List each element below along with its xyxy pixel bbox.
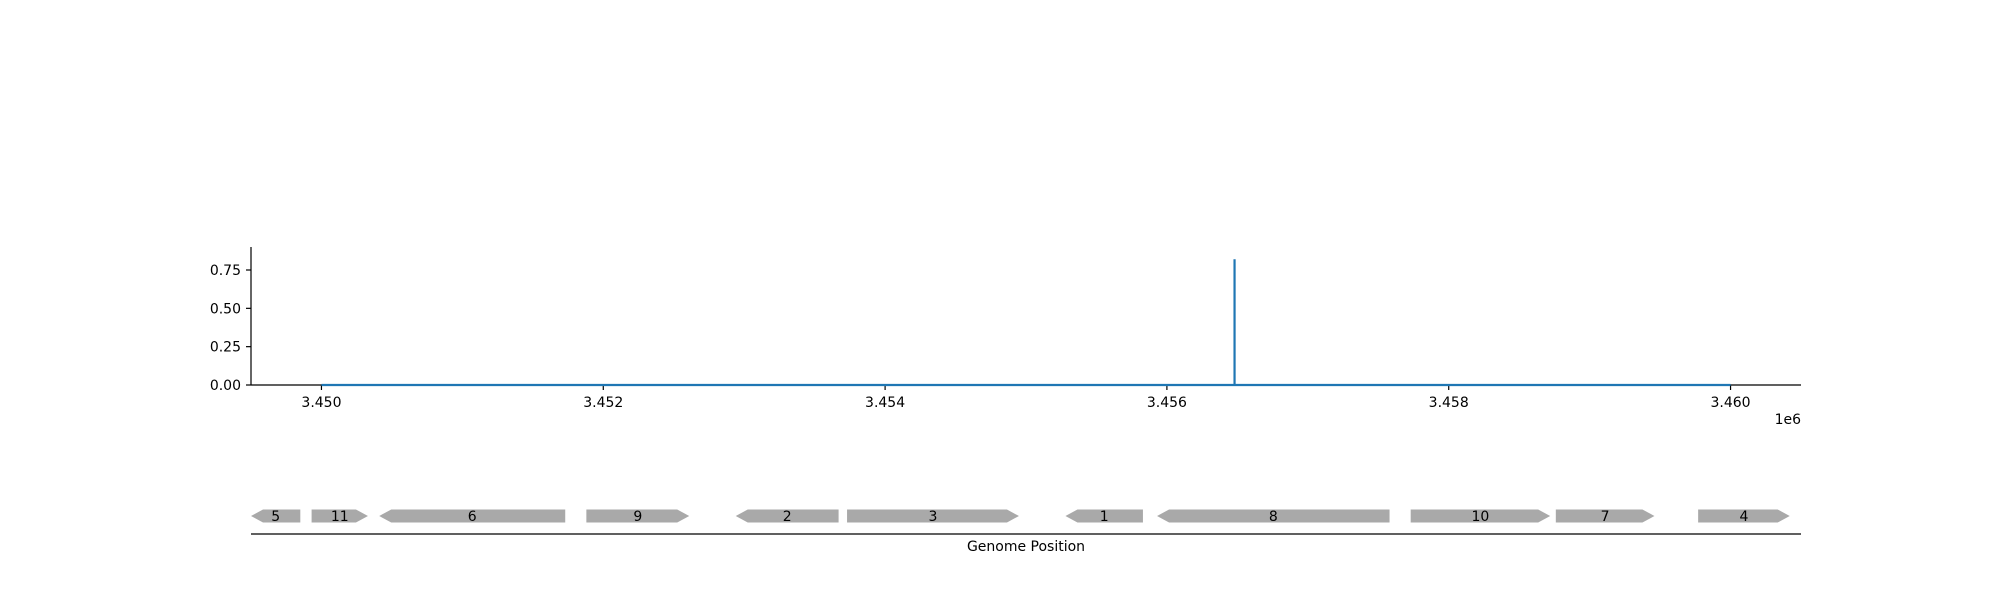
y-tick-label: 0.50 xyxy=(210,301,241,317)
x-tick-label: 3.450 xyxy=(301,395,341,411)
gene-label: 2 xyxy=(783,509,792,525)
gene-arrow xyxy=(1065,509,1143,523)
gene-arrow xyxy=(586,509,690,523)
gene-arrow xyxy=(1698,509,1790,523)
y-tick-label: 0.75 xyxy=(210,263,241,279)
gene-arrow xyxy=(1410,509,1551,523)
gene-label: 8 xyxy=(1269,509,1278,525)
gene-arrow xyxy=(379,509,566,523)
gene-label: 7 xyxy=(1601,509,1610,525)
gene-label: 11 xyxy=(331,509,349,525)
x-tick-label: 3.458 xyxy=(1429,395,1469,411)
gene-label: 3 xyxy=(929,509,938,525)
gene-label: 1 xyxy=(1100,509,1109,525)
coverage-line xyxy=(321,259,1731,387)
gene-arrow xyxy=(1555,509,1655,523)
x-offset-label: 1e6 xyxy=(1775,412,1802,428)
x-axis-label: Genome Position xyxy=(967,539,1085,555)
x-tick-label: 3.456 xyxy=(1147,395,1187,411)
gene-arrow xyxy=(847,509,1019,523)
x-tick-label: 3.452 xyxy=(583,395,623,411)
gene-track: 5 11 6 9 2 3 1 8 10 7 4 Genome Position xyxy=(251,509,1801,555)
gene-label: 5 xyxy=(271,509,280,525)
gene-label: 9 xyxy=(633,509,642,525)
gene-arrow xyxy=(251,509,301,523)
gene-arrow xyxy=(1157,509,1390,523)
gene-arrow xyxy=(735,509,839,523)
gene-label: 10 xyxy=(1472,509,1490,525)
gene-label: 4 xyxy=(1739,509,1748,525)
gene-label: 6 xyxy=(468,509,477,525)
coverage-plot: 0.00 0.25 0.50 0.75 3.450 3.452 3.454 3.456 3.45… xyxy=(210,247,1801,428)
y-tick-label: 0.00 xyxy=(210,378,241,394)
y-tick-label: 0.25 xyxy=(210,340,241,356)
gene-arrow xyxy=(311,509,368,523)
x-tick-label: 3.460 xyxy=(1710,395,1750,411)
x-tick-label: 3.454 xyxy=(865,395,905,411)
